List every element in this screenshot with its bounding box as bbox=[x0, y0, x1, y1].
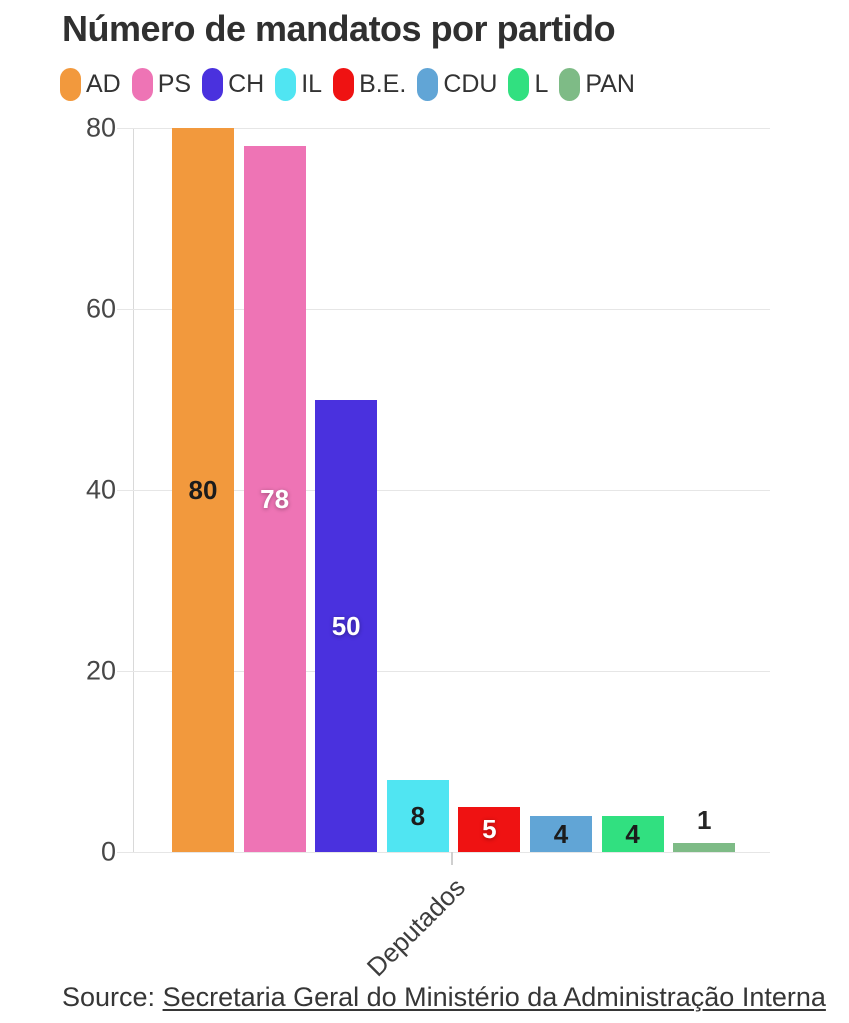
y-tick-label-20: 20 bbox=[85, 655, 116, 686]
legend-item-AD: AD bbox=[60, 68, 121, 101]
y-tick-label-60: 60 bbox=[85, 293, 116, 324]
legend-swatch-BE bbox=[333, 68, 355, 101]
legend-label-BE: B.E. bbox=[359, 70, 407, 98]
legend: AD PS CH IL B.E. CDU L PAN bbox=[60, 68, 646, 101]
y-tick-40 bbox=[117, 490, 133, 491]
legend-item-L: L bbox=[508, 68, 548, 101]
y-tick-20 bbox=[117, 671, 133, 672]
y-tick-80 bbox=[117, 128, 133, 129]
y-tick-label-80: 80 bbox=[85, 112, 116, 143]
legend-swatch-CH bbox=[202, 68, 224, 101]
source-prefix: Source: bbox=[62, 982, 163, 1012]
legend-swatch-CDU bbox=[417, 68, 439, 101]
legend-swatch-IL bbox=[275, 68, 297, 101]
chart-title: Número de mandatos por partido bbox=[62, 8, 616, 49]
legend-label-CH: CH bbox=[228, 70, 265, 98]
legend-label-CDU: CDU bbox=[443, 70, 498, 98]
legend-item-PS: PS bbox=[131, 68, 192, 101]
y-tick-label-40: 40 bbox=[85, 474, 116, 505]
y-tick-60 bbox=[117, 309, 133, 310]
plot-area: 0 20 40 60 80 80 78 50 8 5 4 4 1 bbox=[86, 114, 770, 865]
gridline-40 bbox=[133, 490, 770, 491]
bar-CH bbox=[315, 399, 378, 852]
bar-AD bbox=[172, 128, 234, 852]
bar-IL bbox=[386, 779, 449, 852]
legend-swatch-PS bbox=[131, 68, 153, 101]
y-tick-0 bbox=[117, 852, 133, 853]
legend-label-PS: PS bbox=[157, 70, 192, 98]
legend-swatch-PAN bbox=[559, 68, 581, 101]
legend-label-IL: IL bbox=[301, 70, 323, 98]
bar-PAN bbox=[673, 842, 736, 852]
legend-label-PAN: PAN bbox=[585, 70, 635, 98]
bar-PS bbox=[243, 146, 306, 852]
legend-label-L: L bbox=[534, 70, 549, 98]
bar-CDU bbox=[530, 815, 592, 852]
legend-swatch-AD bbox=[60, 68, 81, 101]
legend-item-BE: B.E. bbox=[333, 68, 406, 101]
gridline-20 bbox=[133, 671, 770, 672]
x-axis-tick-label: Deputados bbox=[361, 872, 472, 983]
y-tick-label-0: 0 bbox=[100, 836, 116, 867]
bar-B.E. bbox=[458, 806, 521, 852]
source-link[interactable]: Secretaria Geral do Ministério da Admini… bbox=[162, 982, 826, 1012]
legend-item-CDU: CDU bbox=[417, 68, 497, 101]
gridline-60 bbox=[133, 309, 770, 310]
legend-item-IL: IL bbox=[275, 68, 322, 101]
x-tick bbox=[450, 852, 453, 865]
legend-swatch-L bbox=[508, 68, 530, 101]
gridline-80 bbox=[133, 128, 770, 129]
bar-value-label-PAN: 1 bbox=[696, 804, 712, 835]
legend-item-PAN: PAN bbox=[559, 68, 635, 101]
bar-L bbox=[601, 815, 664, 852]
legend-label-AD: AD bbox=[86, 70, 121, 98]
legend-item-CH: CH bbox=[202, 68, 264, 101]
source-line: Source: Secretaria Geral do Ministério d… bbox=[62, 982, 826, 1013]
